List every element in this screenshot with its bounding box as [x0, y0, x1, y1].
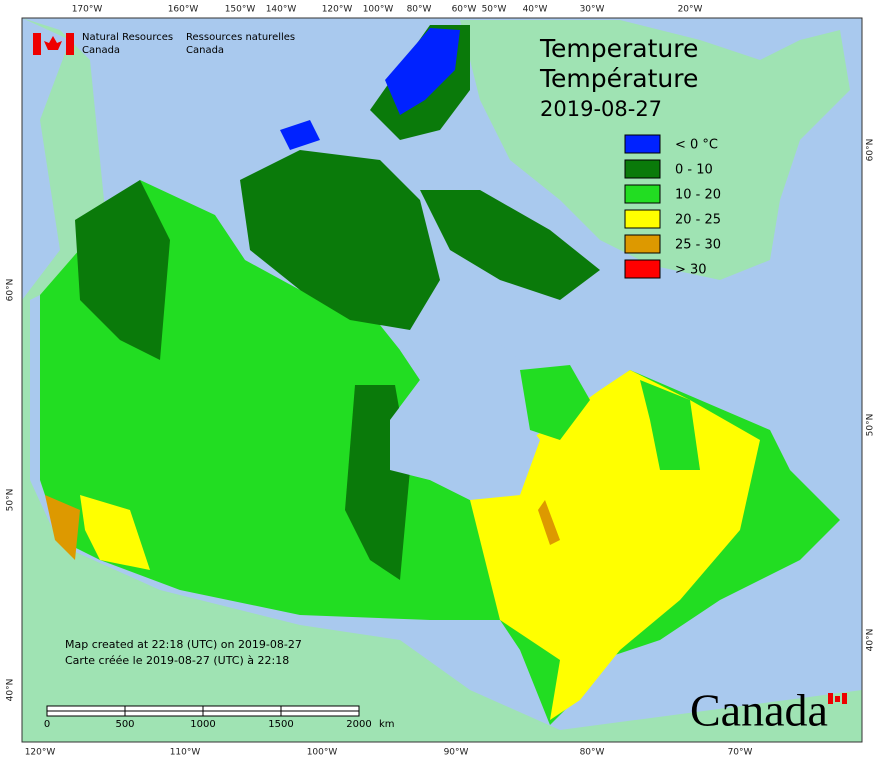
graticule-label: 80°W [580, 748, 605, 758]
org-en: Natural Resources [82, 32, 173, 43]
graticule-label: 50°N [6, 489, 16, 512]
scale-label: 2000 [346, 719, 371, 730]
flag-leaf [835, 696, 840, 702]
scale-unit: km [379, 719, 395, 730]
graticule-label: 50°N [866, 414, 876, 437]
flag-bar [842, 693, 847, 704]
flag-bar [66, 33, 74, 55]
graticule-label: 40°N [6, 679, 16, 702]
graticule-label: 140°W [266, 5, 297, 15]
graticule-label: 70°W [728, 748, 753, 758]
flag-bar [33, 33, 41, 55]
scale-segment [202, 710, 282, 717]
title-date: 2019-08-27 [540, 97, 662, 121]
baffin-island [420, 190, 600, 300]
title-fr: Température [539, 64, 698, 93]
legend-label: 20 - 25 [675, 213, 721, 228]
ungava [520, 365, 590, 440]
title-en: Temperature [539, 34, 698, 63]
graticule-label: 30°W [580, 5, 605, 15]
scale-segment [46, 705, 126, 712]
scale-segment [202, 705, 282, 712]
graticule-label: 50°W [482, 5, 507, 15]
graticule-label: 60°W [452, 5, 477, 15]
graticule-label: 120°W [322, 5, 353, 15]
legend-label: 10 - 20 [675, 188, 721, 203]
legend-swatch [624, 209, 661, 229]
org-fr: Canada [186, 45, 224, 56]
scale-label: 500 [115, 719, 134, 730]
credit: Carte créée le 2019-08-27 (UTC) à 22:18 [65, 654, 289, 667]
hudson-bay [390, 320, 540, 500]
land [22, 18, 862, 742]
scale-segment [124, 710, 204, 717]
graticule-label: 20°W [678, 5, 703, 15]
graticule-label: 100°W [307, 748, 338, 758]
legend-label: > 30 [675, 263, 707, 278]
legend-swatch [624, 134, 661, 154]
ice-cap [280, 120, 320, 150]
graticule-label: 170°W [72, 5, 103, 15]
graticule-label: 150°W [225, 5, 256, 15]
flag-bar [828, 693, 833, 704]
arctic-islands [240, 150, 440, 330]
org-fr: Ressources naturelles [186, 32, 295, 43]
legend-swatch [624, 184, 661, 204]
graticule-label: 40°W [523, 5, 548, 15]
flag-leaf [44, 36, 62, 50]
scale-segment [280, 705, 360, 712]
scale-label: 1000 [190, 719, 215, 730]
frame [21, 17, 863, 743]
legend-label: 25 - 30 [675, 238, 721, 253]
scale-segment [46, 710, 126, 717]
warm-zone [80, 495, 150, 570]
graticule-label: 60°N [866, 139, 876, 162]
legend-label: 0 - 10 [675, 163, 713, 178]
scale-segment [124, 705, 204, 712]
legend-swatch [624, 159, 661, 179]
graticule-label: 120°W [25, 748, 56, 758]
org-en: Canada [82, 45, 120, 56]
graticule-label: 80°W [407, 5, 432, 15]
legend-label: < 0 °C [675, 138, 718, 153]
credit: Map created at 22:18 (UTC) on 2019-08-27 [65, 638, 302, 651]
graticule-label: 160°W [168, 5, 199, 15]
scale-label: 1500 [268, 719, 293, 730]
graticule-label: 100°W [363, 5, 394, 15]
legend-swatch [624, 234, 661, 254]
wordmark: Canada [690, 685, 828, 736]
graticule-label: 60°N [6, 279, 16, 302]
legend-swatch [624, 259, 661, 279]
hot-spot [45, 495, 80, 560]
scale-label: 0 [44, 719, 50, 730]
cool-zone [75, 180, 170, 360]
scale-segment [280, 710, 360, 717]
hot-spot [538, 500, 560, 545]
ocean [22, 18, 70, 300]
graticule-label: 110°W [170, 748, 201, 758]
graticule-label: 40°N [866, 629, 876, 652]
labrador [640, 380, 700, 470]
graticule-label: 90°W [444, 748, 469, 758]
ice-cap [385, 28, 460, 115]
